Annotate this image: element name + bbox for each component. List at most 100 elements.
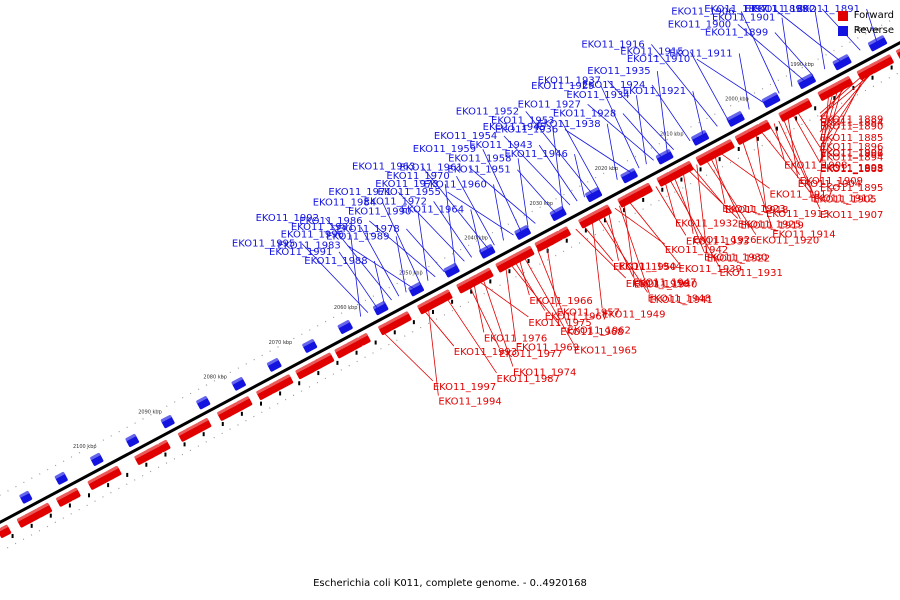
reverse-leader-line	[738, 53, 750, 110]
forward-leader-line	[575, 228, 627, 279]
reverse-gene-label: EKO11_1901	[712, 13, 775, 24]
forward-gene-label: EKO11_1942	[665, 245, 728, 256]
forward-gene-block-highlight	[358, 332, 368, 340]
reverse-gene-block	[89, 452, 104, 466]
forward-gene-block-body	[676, 161, 694, 177]
forward-gene-block-body	[197, 418, 212, 432]
small-marker	[11, 534, 14, 539]
forward-gene-block-body	[56, 492, 73, 507]
reverse-gene-block-highlight	[89, 452, 101, 461]
forward-gene-block-highlight	[436, 289, 450, 299]
forward-gene-block-highlight	[275, 373, 291, 384]
reverse-gene-label: EKO11_1906	[671, 6, 734, 17]
reverse-gene-label: EKO11_1892	[752, 4, 815, 15]
forward-gene-block	[55, 491, 73, 507]
forward-gene-block-highlight	[668, 167, 679, 175]
reverse-gene-label: EKO11_1900	[668, 19, 731, 30]
reverse-gene-block	[832, 53, 852, 71]
reverse-gene-block	[655, 148, 674, 165]
reverse-leader-line	[503, 135, 571, 206]
forward-leader-line	[382, 331, 434, 382]
reverse-gene-block	[231, 376, 246, 391]
small-marker	[775, 126, 778, 131]
forward-gene-label: EKO11_1909	[800, 176, 863, 187]
reverse-gene-block-highlight	[301, 338, 315, 348]
reverse-gene-block	[478, 243, 496, 259]
forward-gene-label: EKO11_1994	[438, 397, 501, 408]
forward-leader-line	[664, 181, 676, 218]
forward-gene-label: EKO11_1968	[560, 327, 623, 338]
forward-gene-label: EKO11_1923	[722, 204, 785, 215]
reverse-gene-block-highlight	[372, 300, 386, 310]
reverse-leader-line	[635, 95, 647, 165]
reverse-gene-label: EKO11_1952	[456, 106, 519, 117]
reverse-gene-label: EKO11_1955	[378, 187, 441, 198]
tick-label: 1990 kbp	[790, 62, 814, 68]
forward-leader-line	[478, 280, 529, 318]
forward-leader-line	[514, 261, 546, 311]
forward-gene-block-highlight	[714, 138, 732, 150]
reverse-gene-block-body	[691, 130, 709, 146]
forward-gene-block-highlight	[346, 336, 360, 347]
forward-gene-block-body	[546, 230, 563, 246]
forward-gene-block-highlight	[377, 321, 389, 330]
reverse-gene-block	[619, 167, 638, 184]
reverse-gene-block-highlight	[160, 414, 172, 423]
forward-gene-label: EKO11_1913	[766, 209, 829, 220]
forward-gene-block	[397, 310, 412, 325]
reverse-leader-line	[444, 184, 456, 267]
forward-leader-line	[819, 89, 839, 152]
forward-gene-block	[558, 225, 571, 239]
forward-gene-block-body	[456, 278, 473, 294]
reverse-gene-label: EKO11_1990	[348, 207, 411, 218]
reverse-leader-line	[696, 58, 764, 103]
reverse-gene-block	[372, 300, 389, 316]
forward-gene-label: EKO11_1903	[820, 164, 883, 175]
reverse-leader-line	[773, 8, 841, 62]
forward-gene-block	[597, 204, 612, 218]
forward-leader-line	[602, 214, 634, 277]
forward-gene-block	[475, 267, 494, 283]
forward-gene-block-highlight	[294, 363, 311, 374]
reverse-gene-label: EKO11_1996	[281, 230, 344, 241]
forward-leader-line	[537, 249, 568, 325]
forward-gene-block-body	[637, 182, 653, 198]
forward-gene-block-highlight	[467, 273, 479, 282]
reverse-gene-block-body	[620, 168, 638, 184]
forward-leader-line	[614, 207, 666, 245]
forward-gene-label: EKO11_1940	[634, 279, 697, 290]
forward-gene-block-body	[397, 311, 412, 325]
forward-gene-block	[656, 171, 674, 187]
forward-leader-line	[669, 178, 720, 268]
reverse-gene-block	[301, 338, 318, 353]
forward-leader-line	[473, 283, 485, 333]
reverse-gene-label: EKO11_1958	[448, 153, 511, 164]
reverse-gene-block-highlight	[478, 243, 493, 253]
reverse-leader-line	[417, 211, 429, 281]
reverse-leader-line	[406, 228, 445, 273]
reverse-leader-line	[470, 209, 482, 253]
small-marker	[107, 483, 110, 488]
legend-label: Forward	[853, 10, 894, 21]
forward-gene-block	[758, 119, 772, 133]
small-marker	[393, 330, 396, 335]
reverse-leader-line	[651, 44, 718, 127]
small-marker	[795, 116, 798, 121]
small-marker	[412, 320, 415, 325]
forward-gene-block-body	[146, 444, 163, 459]
reverse-gene-label: EKO11_1929	[531, 81, 594, 92]
tick-label: 2050 kbp	[399, 270, 423, 276]
reverse-gene-label: EKO11_1934	[566, 90, 629, 101]
reverse-gene-label: EKO11_1891	[797, 4, 860, 15]
tick-label: 2000 kbp	[725, 97, 749, 103]
forward-gene-block	[255, 384, 273, 400]
reverse-gene-label: EKO11_1972	[364, 196, 427, 207]
small-marker	[49, 513, 52, 518]
forward-gene-label: EKO11_1895	[820, 183, 883, 194]
reverse-gene-label: EKO11_1971	[328, 187, 391, 198]
reverse-gene-block-body	[408, 282, 424, 297]
forward-gene-block-highlight	[0, 524, 9, 533]
forward-leader-line	[682, 171, 694, 234]
small-marker	[833, 96, 836, 101]
small-marker	[756, 136, 759, 141]
